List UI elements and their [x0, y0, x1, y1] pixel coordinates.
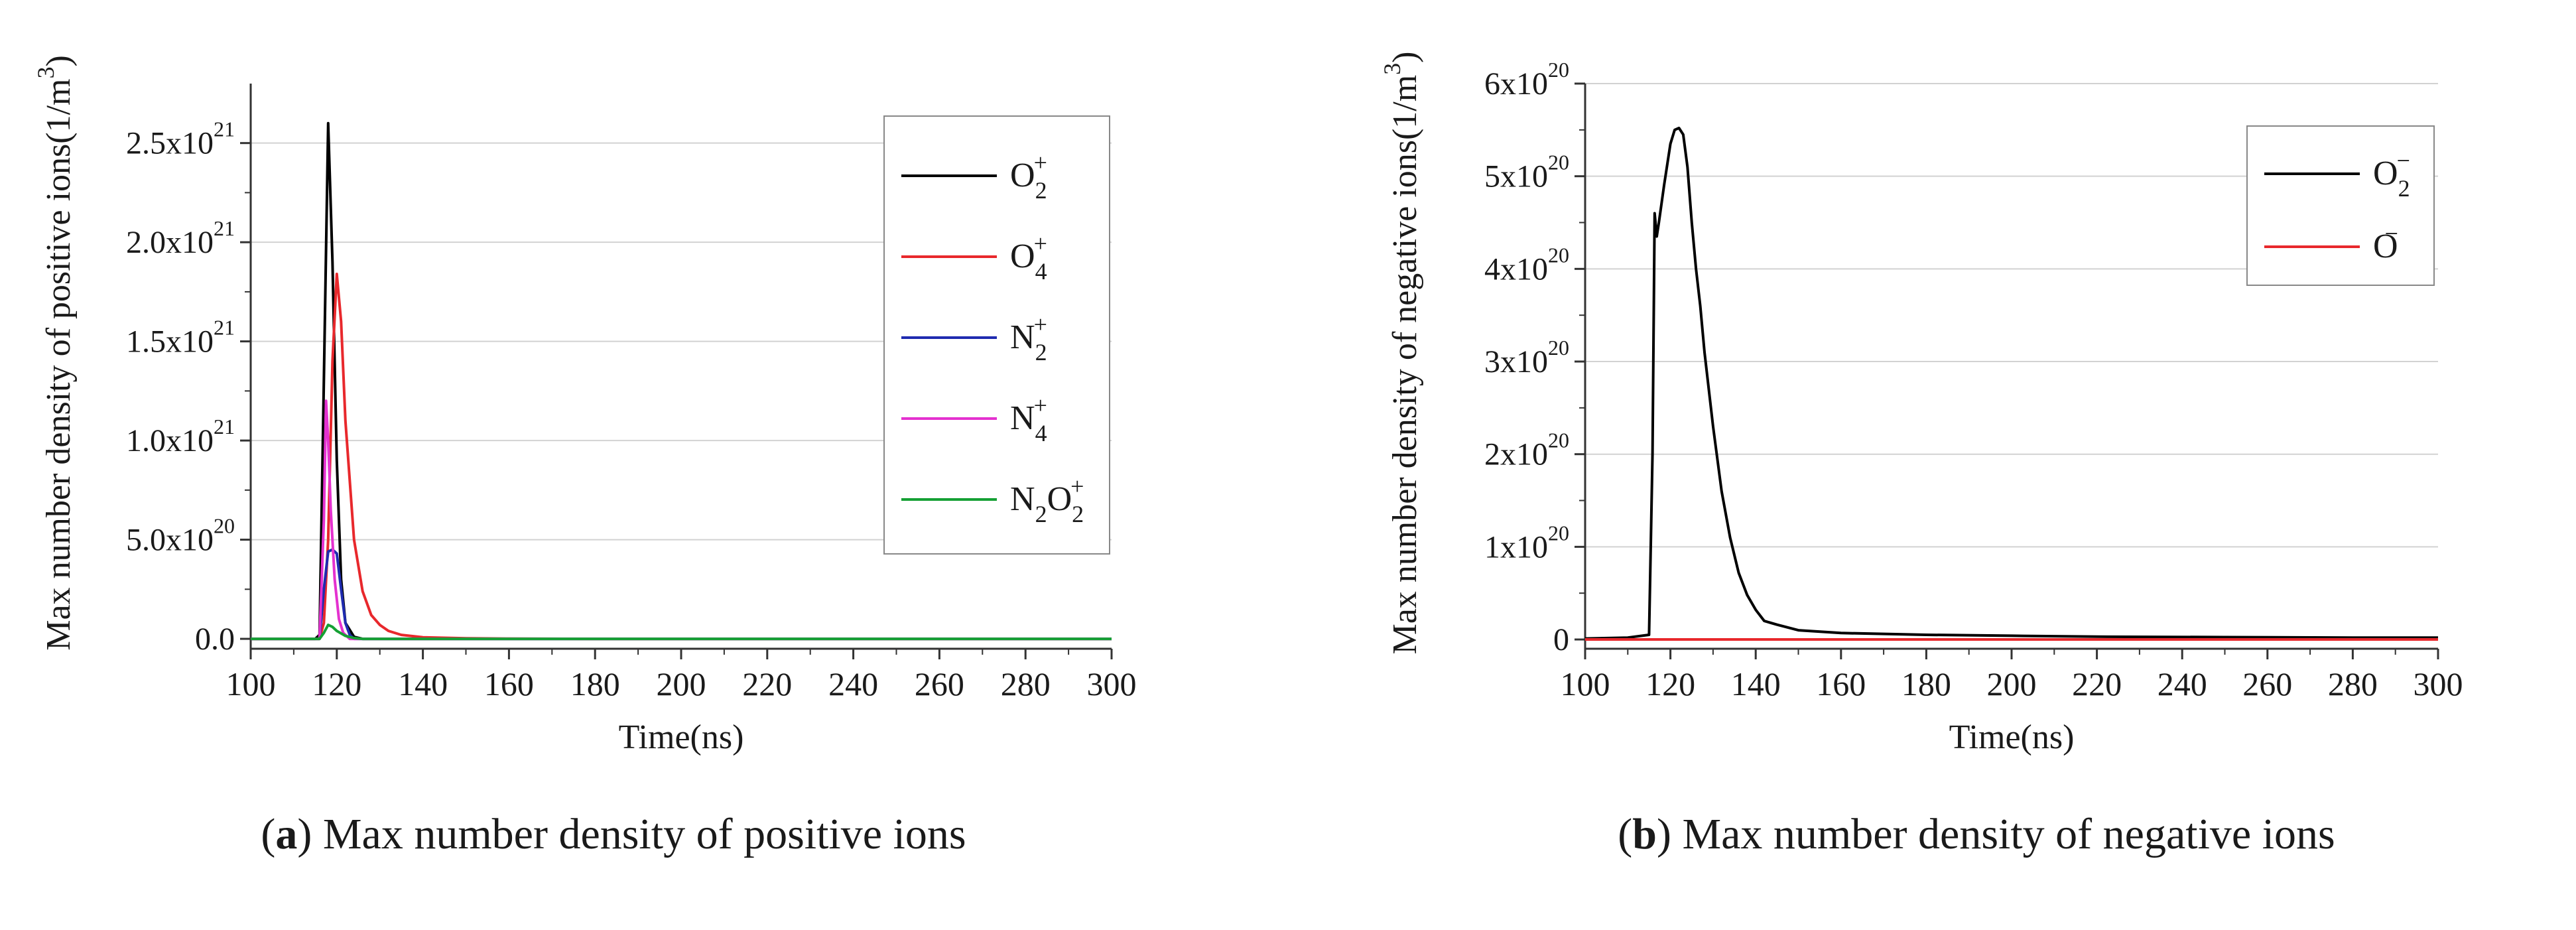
x-tick-label-b-3: 160 — [1816, 665, 1866, 702]
x-tick-label-b-6: 220 — [2072, 665, 2122, 702]
y-tick-label-a-1: 5.0x1020 — [126, 514, 235, 558]
y-tick-label-a-2: 1.0x1021 — [126, 415, 235, 458]
y-tick-label-b-3: 3x1020 — [1484, 336, 1569, 379]
x-tick-label-a-4: 180 — [570, 665, 620, 702]
x-tick-label-b-4: 180 — [1901, 665, 1951, 702]
legend-label-a-2: N2+ — [1010, 311, 1047, 365]
x-tick-label-a-8: 260 — [915, 665, 964, 702]
caption-a-text: Max number density of positive ions — [322, 810, 966, 858]
legend-label-b-1: O− — [2373, 220, 2398, 265]
x-tick-label-a-5: 200 — [657, 665, 706, 702]
caption-a-letter: a — [275, 810, 298, 858]
series-line-a-4 — [251, 624, 1112, 641]
caption-b-letter: b — [1632, 810, 1657, 858]
y-tick-label-a-3: 1.5x1021 — [126, 316, 235, 360]
x-axis-title-a: Time(ns) — [619, 718, 744, 756]
x-tick-label-a-6: 220 — [742, 665, 792, 702]
x-tick-label-b-1: 120 — [1645, 665, 1695, 702]
x-tick-label-b-0: 100 — [1561, 665, 1610, 702]
x-tick-label-b-9: 280 — [2328, 665, 2378, 702]
caption-b-text: Max number density of negative ions — [1682, 810, 2335, 858]
x-tick-label-b-10: 300 — [2414, 665, 2463, 702]
y-tick-label-a-5: 2.5x1021 — [126, 117, 235, 161]
caption-a: (a) Max number density of positive ions — [261, 810, 966, 858]
y-tick-label-b-1: 1x1020 — [1484, 521, 1569, 565]
y-tick-label-b-0: 0 — [1553, 622, 1569, 657]
x-tick-label-b-7: 240 — [2157, 665, 2207, 702]
y-axis-title-b: Max number density of negative ions(1/m3… — [1379, 51, 1424, 654]
x-tick-label-b-8: 260 — [2242, 665, 2292, 702]
y-tick-label-a-0: 0.0 — [195, 622, 235, 657]
x-axis-title-b: Time(ns) — [1949, 718, 2075, 756]
chart-b: 100 120 140 160 180 200 220 240 260 280 300 0 1x1020… — [1379, 51, 2463, 756]
x-tick-label-a-10: 300 — [1087, 665, 1137, 702]
y-tick-label-a-4: 2.0x1021 — [126, 216, 235, 260]
series-line-b-0 — [1584, 127, 2438, 640]
chart-a: 100 120 140 160 180 200 220 240 260 280 300 0.0 5.0x… — [32, 55, 1137, 756]
caption-b: (b) Max number density of negative ions — [1618, 810, 2335, 858]
x-tick-label-b-5: 200 — [1987, 665, 2037, 702]
x-tick-label-a-0: 100 — [226, 665, 276, 702]
legend-label-a-4: N2O2+ — [1010, 473, 1084, 527]
y-tick-label-b-2: 2x1020 — [1484, 429, 1569, 472]
legend-label-a-0: O2+ — [1010, 149, 1047, 204]
x-tick-label-a-2: 140 — [398, 665, 448, 702]
legend-label-a-1: O4+ — [1010, 230, 1047, 285]
y-axis-title-a: Max number density of positive ions(1/m3… — [32, 55, 78, 651]
legend-b — [2246, 125, 2435, 286]
y-tick-label-b-4: 4x1020 — [1484, 243, 1569, 287]
x-tick-label-a-3: 160 — [484, 665, 534, 702]
legend-label-a-3: N4+ — [1010, 392, 1047, 446]
legend-label-b-0: O2− — [2373, 147, 2410, 202]
y-tick-label-b-6: 6x1020 — [1484, 58, 1569, 101]
y-tick-label-b-5: 5x1020 — [1484, 151, 1569, 194]
x-tick-label-b-2: 140 — [1731, 665, 1781, 702]
x-tick-label-a-7: 240 — [828, 665, 878, 702]
x-tick-label-a-1: 120 — [312, 665, 361, 702]
legend-a — [883, 115, 1110, 555]
x-tick-label-a-9: 280 — [1001, 665, 1051, 702]
